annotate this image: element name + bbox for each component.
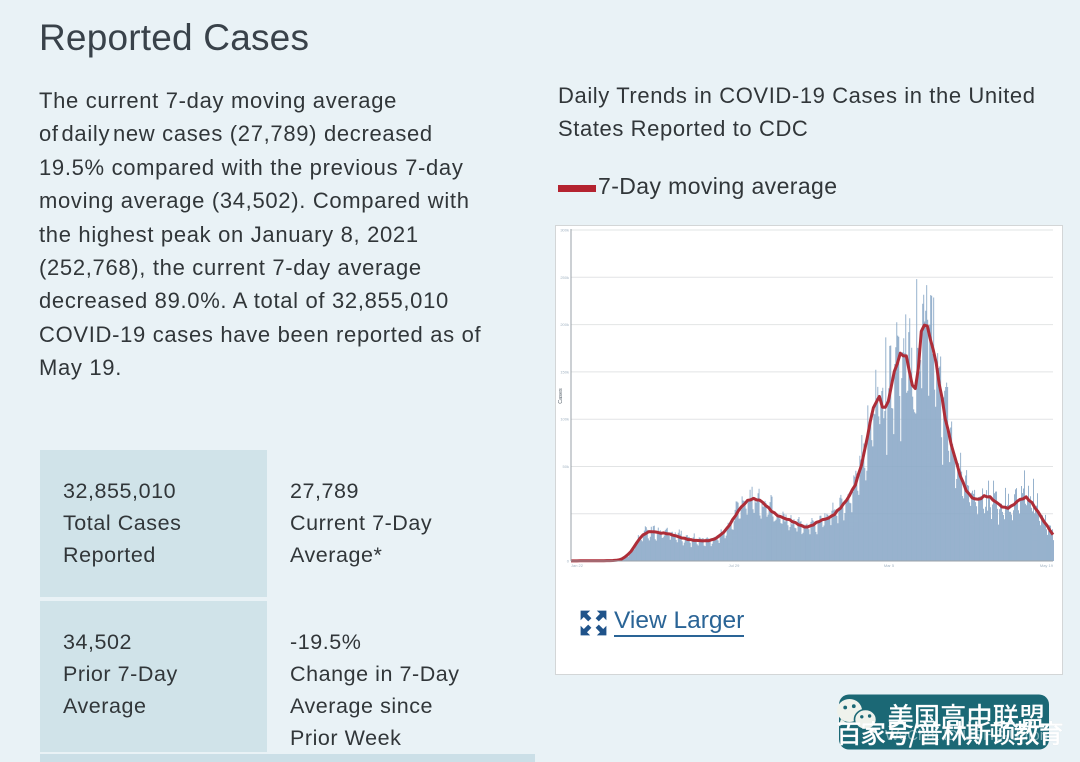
svg-text:Cases: Cases: [558, 388, 564, 404]
svg-text:0: 0: [567, 559, 570, 564]
svg-text:Mar 5: Mar 5: [884, 563, 895, 568]
svg-text:May 19: May 19: [1040, 563, 1054, 568]
svg-text:150k: 150k: [560, 369, 569, 374]
svg-text:200k: 200k: [560, 322, 569, 327]
svg-text:50k: 50k: [563, 464, 569, 469]
svg-text:300k: 300k: [560, 228, 569, 233]
svg-text:Jul 29: Jul 29: [729, 563, 740, 568]
svg-text:100k: 100k: [560, 417, 569, 422]
svg-text:250k: 250k: [560, 275, 569, 280]
svg-text:Jan 22: Jan 22: [571, 563, 584, 568]
